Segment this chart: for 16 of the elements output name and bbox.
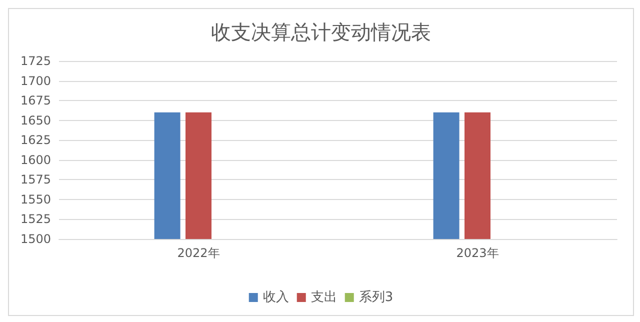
y-tick-label: 1600	[20, 152, 51, 167]
y-tick-label: 1700	[20, 74, 51, 88]
y-tick-label: 1525	[20, 212, 51, 226]
y-tick-label: 1725	[20, 54, 51, 68]
y-tick-label: 1650	[20, 113, 51, 128]
y-tick-label: 1675	[20, 94, 51, 108]
chart-title: 收支决算总计变动情况表	[211, 20, 431, 44]
y-tick-label: 1625	[20, 133, 51, 148]
legend-label: 收入	[262, 290, 289, 305]
y-tick-label: 1500	[20, 232, 51, 246]
y-tick-label: 1550	[20, 192, 51, 206]
x-tick-label: 2023年	[456, 246, 499, 260]
legend-label: 系列3	[358, 290, 394, 305]
x-tick-label: 2022年	[177, 246, 220, 260]
legend-label: 支出	[310, 290, 337, 305]
y-tick-label: 1575	[20, 172, 51, 187]
